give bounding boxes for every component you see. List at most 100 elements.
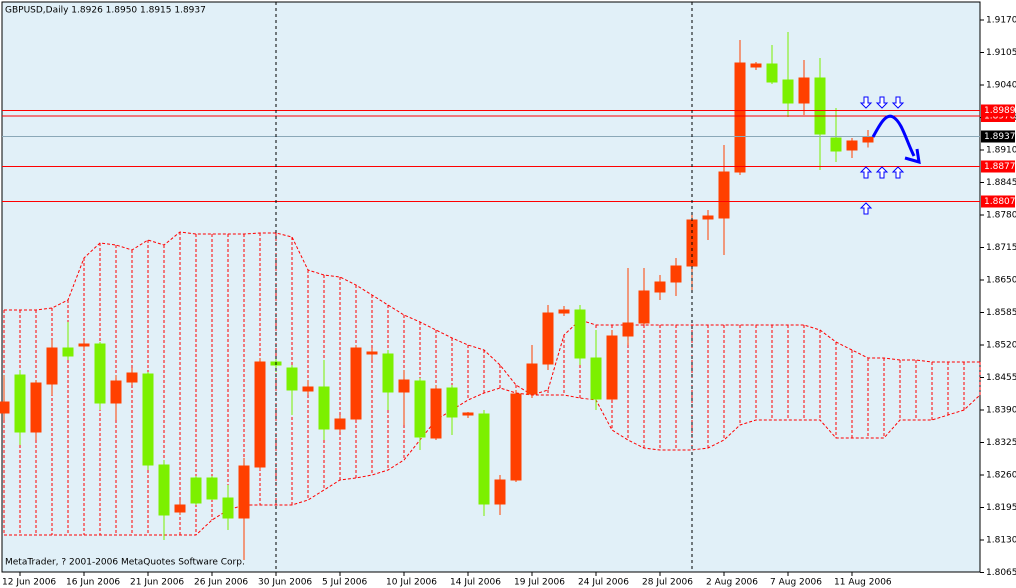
y-tick-label: 1.9040: [986, 81, 1016, 91]
candle-body: [446, 387, 458, 418]
cloud-boundary: [4, 387, 981, 536]
candle-body: [126, 372, 138, 383]
y-tick-label: 1.8650: [986, 276, 1016, 286]
candle-body: [846, 140, 858, 151]
candle-body: [766, 63, 778, 83]
candle-body: [590, 357, 602, 400]
candle-body: [702, 215, 714, 220]
level-label-box: [981, 104, 1015, 117]
candle-body: [542, 312, 554, 365]
y-tick-label: 1.8520: [986, 341, 1016, 351]
candle-body: [142, 373, 154, 466]
candle-body: [78, 343, 90, 347]
candle-body: [14, 374, 26, 433]
candle-body: [862, 136, 874, 143]
x-tick-label: 10 Jul 2006: [386, 578, 437, 588]
x-tick-label: 19 Jul 2006: [514, 578, 565, 588]
y-tick-label: 1.8910: [986, 146, 1016, 156]
level-label-box: [981, 195, 1015, 208]
candle-body: [830, 137, 842, 152]
candle-body: [750, 63, 762, 68]
candle-body: [366, 351, 378, 355]
candle-body: [110, 380, 122, 404]
x-tick-label: 2 Aug 2006: [706, 578, 758, 588]
candle-body: [558, 309, 570, 314]
y-tick-label: 1.8585: [986, 308, 1016, 318]
candle-body: [222, 497, 234, 519]
level-label-box: [981, 160, 1015, 173]
candle-body: [718, 171, 730, 219]
x-tick-label: 7 Aug 2006: [770, 578, 822, 588]
level-label: 1.8807: [984, 197, 1016, 207]
x-tick-label: 26 Jun 2006: [194, 578, 248, 588]
plot-area: [1, 1, 981, 573]
candle-body: [318, 386, 330, 430]
y-tick-label: 1.8845: [986, 178, 1016, 188]
y-tick-label: 1.8390: [986, 406, 1016, 416]
candle-body: [798, 77, 810, 104]
candle-body: [62, 347, 74, 357]
candle-body: [654, 281, 666, 293]
candle-body: [46, 347, 58, 385]
x-tick-label: 14 Jul 2006: [450, 578, 501, 588]
forecast-curve: [871, 114, 916, 157]
cloud-boundary: [4, 231, 980, 396]
candle-body: [526, 363, 538, 395]
candle-body: [462, 412, 474, 416]
x-tick-label: 28 Jul 2006: [642, 578, 693, 588]
candle-body: [350, 347, 362, 420]
candle-body: [30, 382, 42, 433]
y-tick-label: 1.9170: [986, 16, 1016, 26]
candle-body: [190, 477, 202, 504]
candle-body: [510, 393, 522, 481]
candle-body: [414, 380, 426, 438]
level-label: 1.8989: [984, 106, 1016, 116]
candle-body: [0, 401, 10, 414]
candle-body: [334, 418, 346, 430]
x-tick-label: 12 Jun 2006: [2, 578, 56, 588]
x-tick-label: 21 Jun 2006: [130, 578, 184, 588]
x-tick-label: 5 Jul 2006: [322, 578, 367, 588]
y-tick-label: 1.9105: [986, 48, 1016, 58]
candle-body: [782, 79, 794, 104]
y-tick-label: 1.8455: [986, 373, 1016, 383]
candle-body: [254, 361, 266, 468]
chart-title: GBPUSD,Daily 1.8926 1.8950 1.8915 1.8937: [5, 6, 206, 16]
candle-body: [638, 290, 650, 324]
candle-body: [622, 322, 634, 337]
x-tick-label: 30 Jun 2006: [258, 578, 312, 588]
overlay-layer: 12 Jun 2006 16 Jun 2006 21 Jun 2006 26 Jun …: [2, 16, 1016, 588]
y-tick-label: 1.8260: [986, 471, 1016, 481]
candle-body: [286, 367, 298, 391]
candle-body: [478, 413, 490, 505]
candle-body: [302, 386, 314, 392]
y-tick-label: 1.8195: [986, 503, 1016, 513]
y-tick-label: 1.8780: [986, 211, 1016, 221]
candle-body: [670, 265, 682, 283]
y-tick-label: 1.8130: [986, 536, 1016, 546]
candle-body: [430, 388, 442, 439]
candle-body: [734, 62, 746, 173]
candle-body: [574, 309, 586, 359]
y-tick-label: 1.8065: [986, 568, 1016, 578]
y-tick-label: 1.8715: [986, 243, 1016, 253]
candle-body: [814, 77, 826, 135]
candle-body: [606, 335, 618, 400]
bid-label: 1.8937: [984, 132, 1016, 142]
candle-body: [158, 464, 170, 516]
level-label: 1.8877: [984, 162, 1016, 172]
candle-body: [398, 379, 410, 393]
bid-label-box: [981, 130, 1015, 143]
candle-body: [94, 343, 106, 404]
candle-body: [238, 465, 250, 519]
forecast-arrowhead: [904, 148, 921, 165]
x-tick-label: 16 Jun 2006: [66, 578, 120, 588]
candle-body: [382, 353, 394, 393]
candle-body: [494, 479, 506, 505]
candle-body: [206, 477, 218, 500]
x-tick-label: 11 Aug 2006: [834, 578, 892, 588]
y-tick-label: 1.8325: [986, 438, 1016, 448]
copyright: MetaTrader, ? 2001-2006 MetaQuotes Softw…: [5, 558, 245, 568]
